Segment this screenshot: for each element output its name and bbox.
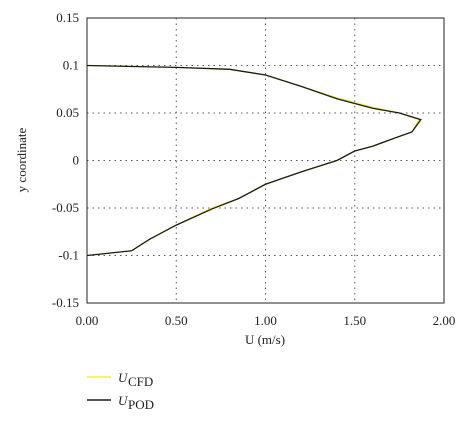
legend-label: U bbox=[118, 370, 129, 385]
y-tick-label: 0.15 bbox=[56, 10, 79, 25]
legend-subscript: POD bbox=[128, 397, 154, 412]
series-line bbox=[86, 64, 422, 257]
y-tick-label: -0.1 bbox=[58, 248, 79, 263]
y-tick-label: -0.05 bbox=[52, 200, 79, 215]
y-tick-label: 0.1 bbox=[63, 58, 79, 73]
y-axis-label: y coordinate bbox=[14, 127, 29, 192]
legend-label: U bbox=[118, 393, 129, 408]
x-tick-label: 0.50 bbox=[165, 313, 188, 328]
x-axis-label: U (m/s) bbox=[245, 332, 285, 347]
legend-subscript: CFD bbox=[128, 374, 153, 389]
y-tick-label: -0.15 bbox=[52, 295, 79, 310]
x-tick-label: 1.50 bbox=[343, 313, 366, 328]
x-tick-label: 0.00 bbox=[76, 313, 99, 328]
x-tick-label: 2.00 bbox=[433, 313, 456, 328]
plot-frame bbox=[86, 17, 445, 304]
y-tick-label: 0.05 bbox=[56, 105, 79, 120]
x-tick-label: 1.00 bbox=[254, 313, 277, 328]
y-tick-label: 0 bbox=[73, 153, 80, 168]
